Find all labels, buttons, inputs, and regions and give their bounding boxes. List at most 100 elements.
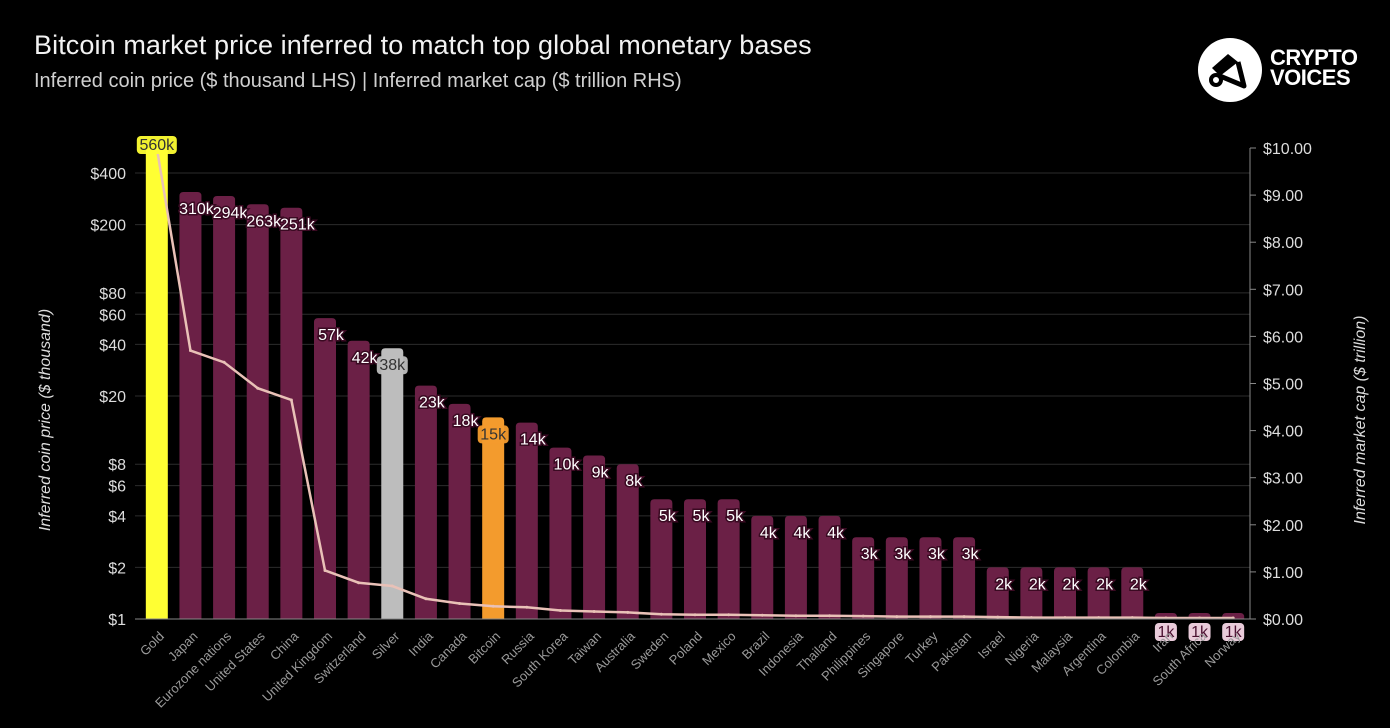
market-cap-point — [357, 581, 361, 585]
market-cap-point — [861, 614, 865, 618]
y2-tick-label: $8.00 — [1263, 235, 1303, 252]
y2-tick-label: $6.00 — [1263, 329, 1303, 346]
data-label: 2k — [1029, 576, 1047, 593]
bar-eurozone-nations — [213, 195, 236, 619]
market-cap-point — [1130, 616, 1134, 620]
data-label: 15k — [480, 426, 507, 443]
data-label: 38k — [379, 357, 406, 374]
y2-tick-label: $3.00 — [1263, 471, 1303, 488]
data-label: 2k — [995, 576, 1013, 593]
market-cap-point — [1063, 616, 1067, 620]
market-cap-point — [289, 398, 293, 402]
market-cap-point — [626, 610, 630, 614]
bar-silver — [381, 348, 404, 619]
left-axis: $1 $2 $4 $6 $8 $20 $40 $60 $80 $200 $400 — [90, 166, 1250, 629]
data-label: 23k — [419, 395, 446, 412]
market-cap-point — [525, 605, 529, 609]
bar-united-states — [246, 204, 269, 619]
y2-tick-label: $0.00 — [1263, 612, 1303, 629]
bar-canada — [448, 403, 471, 619]
bar-indonesia — [784, 515, 807, 619]
data-label-bg — [1188, 623, 1211, 641]
data-label: 560k — [139, 137, 175, 154]
data-label: 5k — [693, 508, 711, 525]
category-label: Sweden — [628, 629, 672, 673]
market-cap-point — [693, 613, 697, 617]
market-cap-point — [558, 609, 562, 613]
data-label-bg — [1154, 623, 1177, 641]
data-label: 3k — [962, 546, 980, 563]
category-label: Canada — [427, 628, 470, 671]
market-cap-point — [424, 597, 428, 601]
y-tick-label: $1 — [108, 612, 126, 629]
chart-subtitle: Inferred coin price ($ thousand LHS) | I… — [34, 70, 682, 92]
bar-taiwan — [583, 455, 606, 619]
bar-israel — [986, 567, 1009, 619]
data-label: 8k — [625, 473, 643, 490]
market-cap-point — [659, 612, 663, 616]
y-tick-label: $20 — [99, 389, 126, 406]
category-label: Silver — [369, 628, 403, 662]
y-tick-label: $8 — [108, 457, 126, 474]
y2-tick-label: $4.00 — [1263, 424, 1303, 441]
data-label: 3k — [928, 546, 946, 563]
market-cap-point — [390, 584, 394, 588]
market-cap-point — [188, 349, 192, 353]
data-label: 1k — [1225, 624, 1243, 641]
y2-tick-label: $10.00 — [1263, 141, 1312, 158]
data-label: 3k — [861, 546, 879, 563]
y-tick-label: $40 — [99, 337, 126, 354]
bar-australia — [616, 464, 639, 619]
right-axis: $0.00 $1.00 $2.00 $3.00 $4.00 $5.00 $6.00 $7.00… — [1249, 141, 1312, 629]
category-label: Mexico — [699, 629, 739, 669]
data-label: 1k — [1157, 624, 1175, 641]
data-label-bg — [1222, 623, 1245, 641]
y2-tick-label: $7.00 — [1263, 282, 1303, 299]
market-cap-point — [256, 386, 260, 390]
data-label: 14k — [520, 432, 547, 449]
data-label-bg — [376, 356, 408, 375]
data-label: 263k — [246, 213, 282, 230]
bar-thailand — [818, 515, 841, 619]
bar-brazil — [751, 515, 774, 619]
bar-sweden — [650, 499, 673, 619]
category-label: Poland — [666, 629, 705, 668]
data-label: 310k — [179, 201, 215, 218]
y-tick-label: $200 — [90, 218, 126, 235]
y-tick-label: $2 — [108, 560, 126, 577]
y-tick-label: $400 — [90, 166, 126, 183]
bar-singapore — [885, 537, 908, 619]
bar-gold — [145, 148, 168, 619]
data-label-bg — [136, 136, 177, 154]
market-cap-point — [458, 601, 462, 605]
y2-tick-label: $5.00 — [1263, 377, 1303, 394]
data-label: 5k — [659, 508, 677, 525]
data-label: 5k — [726, 508, 744, 525]
data-label: 3k — [894, 546, 912, 563]
market-cap-point — [962, 615, 966, 619]
y-tick-label: $80 — [99, 286, 126, 303]
y-tick-label: $6 — [108, 479, 126, 496]
market-cap-point — [895, 615, 899, 619]
right-axis-title: Inferred market cap ($ trillion) — [1352, 316, 1369, 525]
data-label: 1k — [1191, 624, 1209, 641]
market-cap-point — [996, 615, 1000, 619]
data-label: 42k — [352, 350, 379, 367]
market-cap-line — [155, 146, 1235, 620]
bar-russia — [515, 422, 538, 619]
bar-pakistan — [953, 537, 976, 619]
data-label: 251k — [280, 217, 316, 234]
data-label-bg — [477, 425, 509, 444]
data-label: 4k — [760, 525, 778, 542]
brand-line2: VOICES — [1270, 65, 1351, 90]
data-label: 2k — [1130, 576, 1148, 593]
bar-poland — [684, 499, 706, 619]
data-label: 4k — [827, 525, 845, 542]
data-label: 294k — [213, 205, 249, 222]
market-cap-point — [222, 360, 226, 364]
market-cap-point — [928, 615, 932, 619]
data-label: 2k — [1063, 576, 1081, 593]
left-axis-title: Inferred coin price ($ thousand) — [37, 309, 54, 531]
